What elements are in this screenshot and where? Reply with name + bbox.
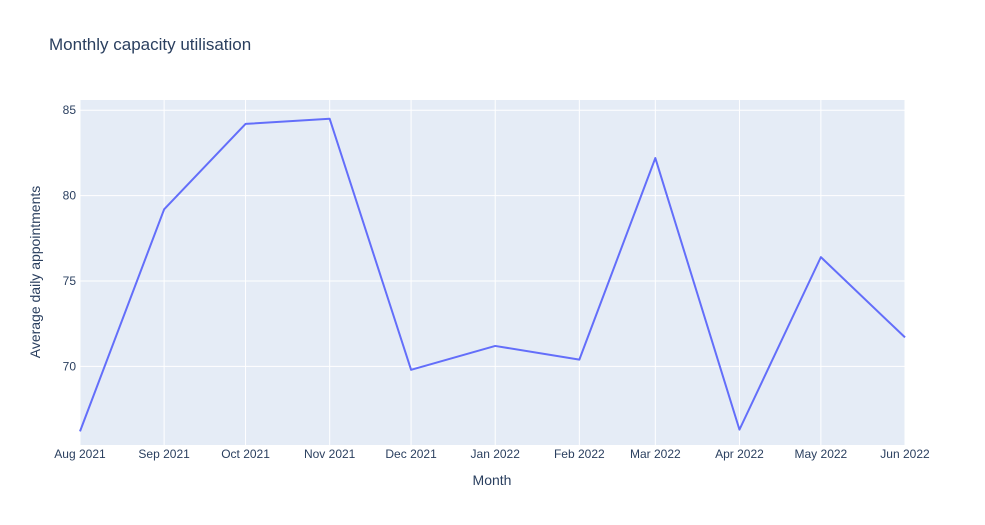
x-tick-label: Jun 2022 <box>880 447 930 461</box>
x-tick-label: Oct 2021 <box>221 447 270 461</box>
chart-title: Monthly capacity utilisation <box>49 35 251 54</box>
y-tick-labels: 70 75 80 85 <box>63 103 77 373</box>
y-tick-label: 70 <box>63 359 77 373</box>
y-gridlines <box>80 109 905 367</box>
x-tick-label: Sep 2021 <box>138 447 190 461</box>
x-tick-label: Nov 2021 <box>304 447 356 461</box>
series-layer <box>79 117 906 432</box>
x-axis-title: Month <box>473 472 512 488</box>
x-tick-label: May 2022 <box>795 447 848 461</box>
y-axis-title: Average daily appointments <box>27 186 43 359</box>
x-tick-label: Feb 2022 <box>554 447 605 461</box>
y-tick-label: 85 <box>63 103 77 117</box>
y-tick-label: 80 <box>63 189 77 203</box>
x-tick-label: Mar 2022 <box>630 447 681 461</box>
x-tick-labels: Aug 2021 Sep 2021 Oct 2021 Nov 2021 Dec 2021… <box>54 447 930 461</box>
x-tick-label: Jan 2022 <box>471 447 521 461</box>
y-tick-label: 75 <box>63 274 77 288</box>
x-tick-label: Apr 2022 <box>715 447 764 461</box>
plot-background <box>80 100 905 445</box>
x-tick-label: Aug 2021 <box>54 447 106 461</box>
x-tick-label: Dec 2021 <box>385 447 437 461</box>
